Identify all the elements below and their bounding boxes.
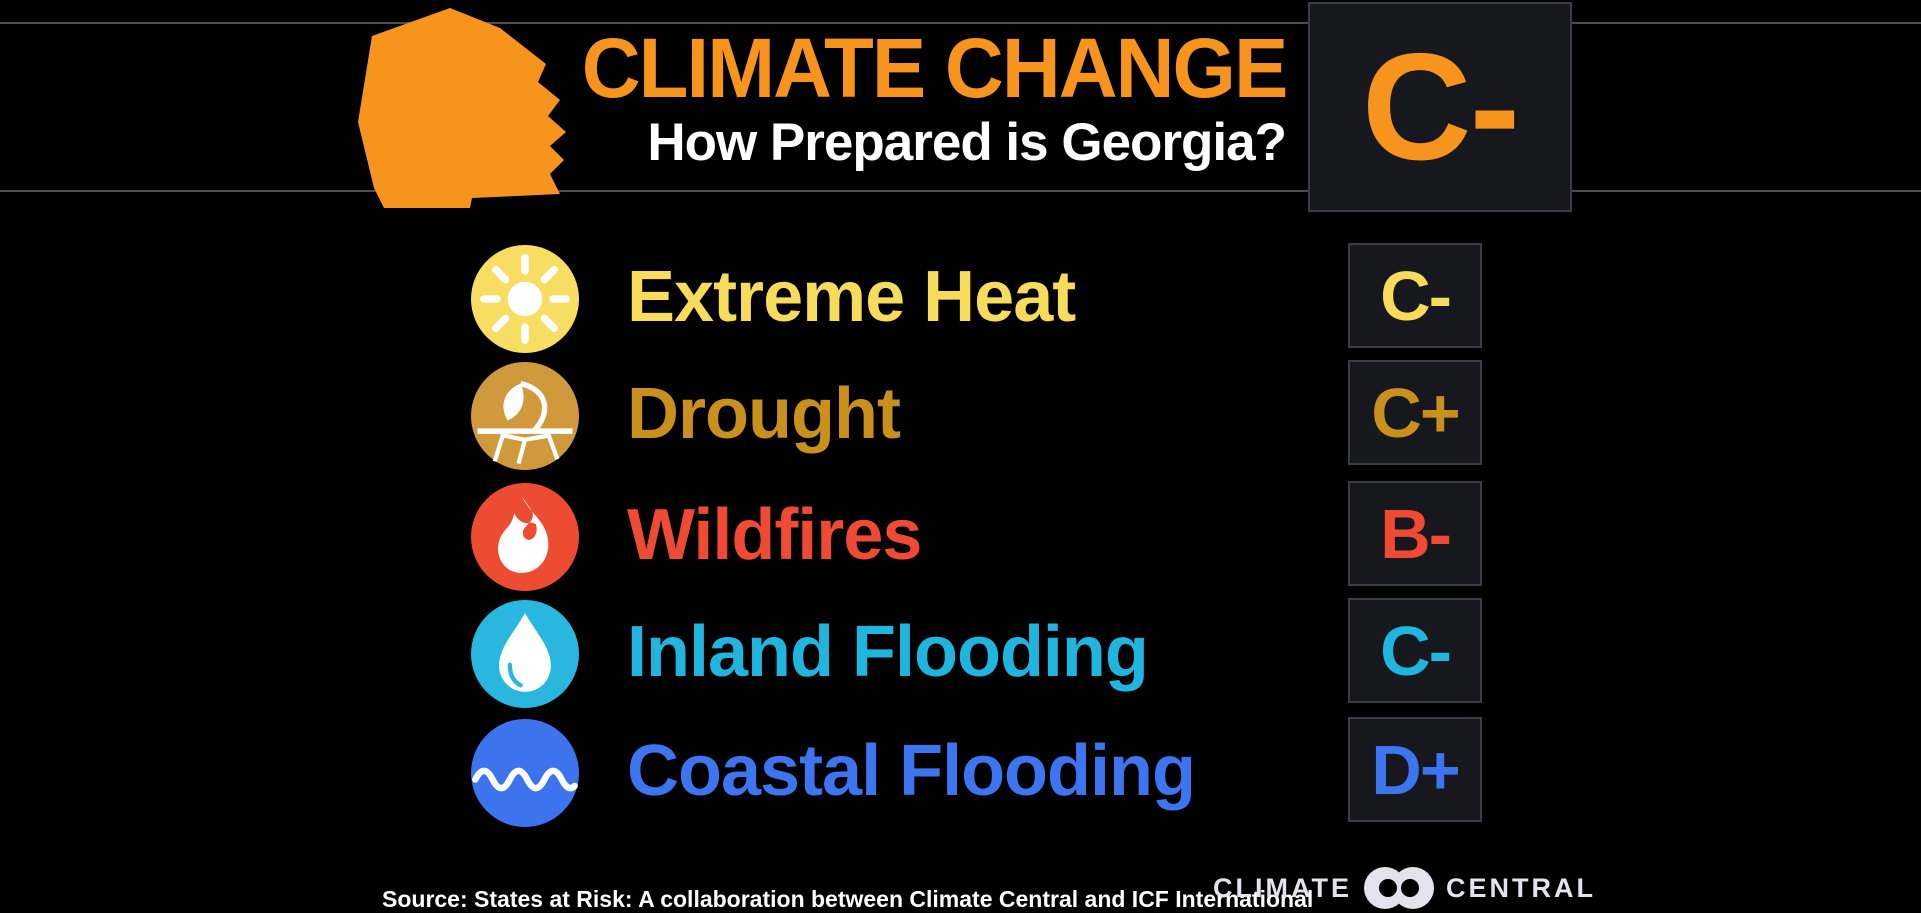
- hazard-grade-box: C-: [1348, 243, 1482, 348]
- hazard-label: Inland Flooding: [627, 612, 1149, 692]
- logo-text-climate: CLIMATE: [1213, 872, 1352, 903]
- header-bottom-divider: [0, 190, 1921, 192]
- page-title: CLIMATE CHANGE: [581, 21, 1289, 115]
- hazard-grade-box: B-: [1348, 481, 1482, 586]
- hazard-grade-value: C-: [1380, 256, 1452, 335]
- hazard-label: Coastal Flooding: [627, 731, 1196, 811]
- wilted-plant-icon: [471, 362, 579, 470]
- georgia-map-icon: [358, 8, 566, 208]
- header-top-divider: [0, 22, 1921, 24]
- hazard-grade-value: B-: [1380, 494, 1452, 573]
- page-subtitle: How Prepared is Georgia?: [647, 113, 1287, 172]
- waves-icon: [471, 719, 579, 827]
- hazard-grade-value: C-: [1380, 611, 1452, 690]
- hazard-grade-value: C+: [1371, 373, 1460, 452]
- hazard-grade-box: C+: [1348, 360, 1482, 465]
- hazard-label: Extreme Heat: [627, 257, 1076, 337]
- hazard-grade-value: D+: [1371, 730, 1460, 809]
- climate-central-mark-icon: [1363, 867, 1434, 909]
- overall-grade-value: C-: [1361, 22, 1520, 192]
- hazard-row-extreme-heat: Extreme Heat C-: [0, 243, 1921, 353]
- hazard-row-inland-flooding: Inland Flooding C-: [0, 598, 1921, 708]
- source-attribution: Source: States at Risk: A collaboration …: [382, 886, 1314, 912]
- hazard-row-coastal-flooding: Coastal Flooding D+: [0, 717, 1921, 827]
- water-drop-icon: [471, 600, 579, 708]
- hazard-grade-box: C-: [1348, 598, 1482, 703]
- hazard-label: Wildfires: [627, 495, 922, 575]
- flame-icon: [471, 483, 579, 591]
- georgia-map-shape: [358, 8, 566, 208]
- sun-icon: [471, 245, 579, 353]
- overall-grade-box: C-: [1308, 2, 1572, 212]
- hazard-label: Drought: [627, 374, 901, 454]
- hazard-row-drought: Drought C+: [0, 360, 1921, 470]
- hazard-row-wildfires: Wildfires B-: [0, 481, 1921, 591]
- logo-text-central: CENTRAL: [1445, 872, 1596, 903]
- hazard-grade-box: D+: [1348, 717, 1482, 822]
- climate-central-logo: CLIMATE CENTRAL: [1213, 867, 1596, 909]
